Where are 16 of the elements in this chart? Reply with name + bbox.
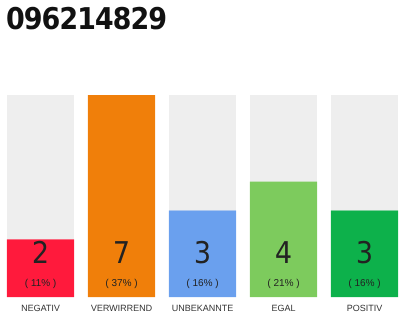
x-tick-label: UNBEKANNTE (172, 303, 234, 314)
x-tick-label: VERWIRREND (90, 303, 153, 314)
annotation: ( 16% ) (186, 278, 219, 289)
x-tick-label: NEGATIV (21, 303, 60, 314)
data-label: 3 (194, 236, 212, 271)
data-label: 3 (356, 236, 374, 271)
x-tick-label: POSITIV (346, 303, 382, 314)
annotation: ( 16% ) (348, 278, 381, 289)
annotation: ( 37% ) (105, 278, 138, 289)
chart-title: 096214829 (6, 2, 166, 37)
annotation: ( 11% ) (24, 278, 56, 289)
data-label: 7 (112, 236, 130, 271)
data-label: 4 (274, 236, 292, 271)
data-label: 2 (32, 236, 50, 271)
x-tick-label: EGAL (271, 303, 296, 314)
annotation: ( 21% ) (267, 278, 300, 289)
